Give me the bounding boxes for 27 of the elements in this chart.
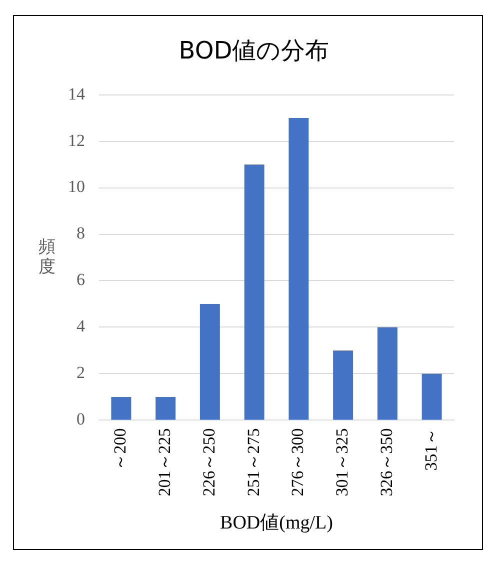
x-tick-label: 276～300: [288, 428, 308, 496]
y-axis-title: 頻度: [38, 236, 56, 276]
y-tick-label: 2: [76, 363, 85, 382]
x-tick-label: ～200: [110, 428, 130, 471]
x-axis-title: BOD値(mg/L): [220, 512, 333, 534]
bar: [422, 374, 442, 420]
x-tick-label: 351～: [421, 428, 440, 471]
bar: [288, 118, 309, 420]
bar: [200, 304, 220, 420]
y-tick-label: 6: [76, 270, 85, 290]
y-tick-label: 4: [76, 316, 86, 336]
y-tick-label: 14: [68, 84, 86, 104]
y-tick-label: 8: [76, 224, 85, 243]
y-tick-label: 10: [68, 177, 85, 196]
x-tick-label: 251～275: [244, 428, 263, 496]
y-tick-label: 0: [76, 410, 85, 429]
bar: [111, 396, 132, 420]
bar: [333, 350, 354, 420]
bar: [156, 396, 176, 420]
chart-title: BOD値の分布: [178, 36, 330, 65]
x-tick-label: 326～350: [376, 428, 396, 496]
bar: [377, 327, 398, 420]
x-tick-label: 201～225: [155, 428, 174, 496]
x-tick-label: 226～250: [199, 428, 218, 496]
bar: [244, 164, 264, 420]
y-tick-label: 12: [68, 130, 85, 150]
x-tick-label: 301～325: [332, 428, 352, 496]
